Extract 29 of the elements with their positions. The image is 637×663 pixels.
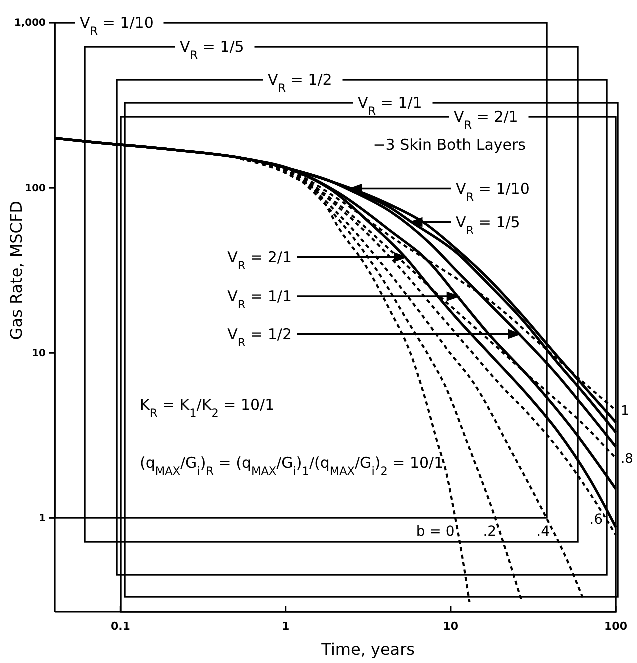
annotation: −3 Skin Both Layers — [373, 136, 526, 154]
annotation: V$_{R}$ = 1/1 — [228, 288, 292, 312]
x-tick-label: 100 — [604, 620, 628, 633]
annotation: V$_{R}$ = 1/2 — [228, 325, 292, 349]
annotation: V$_{R}$ = 2/1 — [454, 108, 518, 132]
y-tick-label: 1,000 — [14, 18, 46, 30]
series-label: .8 — [621, 452, 634, 467]
series-label: .4 — [536, 524, 550, 540]
series-label: .2 — [483, 524, 497, 540]
annotation: V$_{R}$ = 1/1 — [358, 94, 422, 118]
annotation: V$_{R}$ = 1/2 — [268, 71, 332, 94]
y-tick-label: 10 — [32, 348, 46, 360]
x-tick-label: 10 — [443, 620, 459, 633]
series-label: .6 — [590, 512, 604, 528]
annotation: V$_{R}$ = 1/10 — [456, 180, 530, 204]
x-tick-label: 0.1 — [110, 620, 130, 633]
x-tick-label: 1 — [282, 620, 290, 633]
annotation: V$_{R}$ = 1/5 — [180, 38, 244, 62]
annotation: V$_{R}$ = 2/1 — [228, 248, 292, 272]
annotation: K$_{R}$ = K$_{1}$/K$_{2}$ = 10/1 — [140, 396, 275, 420]
series-label: b = 0 — [416, 524, 455, 540]
y-tick-label: 100 — [25, 183, 46, 194]
y-axis-title: Gas Rate, MSCFD — [7, 201, 26, 340]
annotation: V$_{R}$ = 1/5 — [456, 213, 520, 237]
y-tick-label: 1 — [39, 513, 46, 524]
series-label: 1 — [621, 404, 630, 419]
x-axis-title: Time, years — [320, 640, 416, 659]
annotation: V$_{R}$ = 1/10 — [80, 14, 154, 38]
text: (q$_{MAX}$/G$_{i}$)$_{R}$ = (q$_{MAX}$/G$_{i}$)$_{1}$/(q$_{MAX}$/G$_{i}$)$_{2}$ = 10/1 — [140, 454, 444, 478]
